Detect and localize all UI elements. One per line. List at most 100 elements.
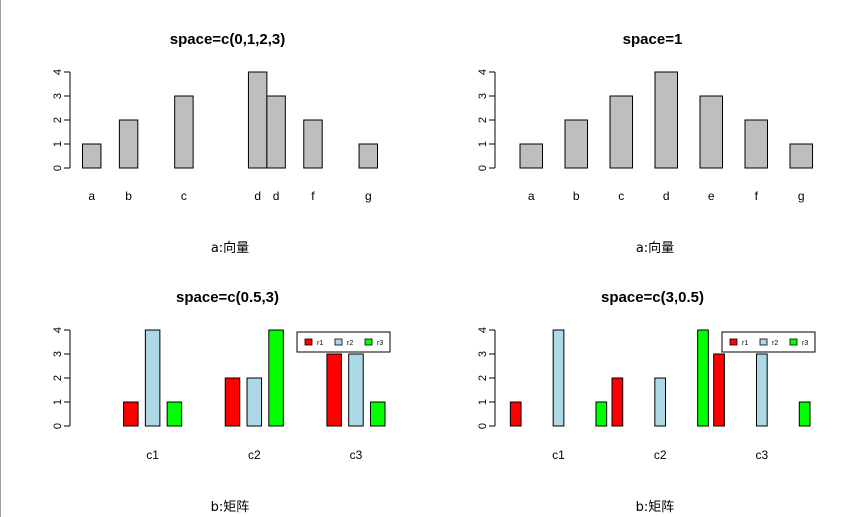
y-tick-label: 1 — [477, 399, 489, 405]
x-category-label: g — [798, 189, 805, 203]
x-category-label: b — [125, 189, 132, 203]
x-category-label: g — [365, 189, 372, 203]
y-tick-label: 2 — [52, 375, 64, 381]
x-category-label: c3 — [350, 448, 363, 462]
panel-caption: b:矩阵 — [211, 500, 250, 515]
bar-r1-c2 — [224, 377, 241, 427]
y-tick-label: 1 — [52, 399, 64, 405]
legend-box — [721, 331, 816, 353]
window-left-border — [0, 0, 1, 517]
bar-r1-c3 — [326, 353, 342, 427]
bar-r3-c3 — [369, 401, 386, 427]
bar-r1-c2 — [611, 377, 624, 427]
panel-caption: a:向量 — [636, 240, 674, 256]
bar-a — [82, 143, 102, 169]
chart-title: space=1 — [623, 31, 683, 48]
x-category-label: f — [755, 189, 759, 203]
x-category-label: c1 — [146, 448, 159, 462]
y-tick-label: 2 — [477, 117, 489, 123]
x-category-label: d — [663, 189, 670, 203]
x-category-label: c — [181, 189, 187, 203]
bar-d — [266, 95, 286, 169]
bar-r2-c3 — [755, 353, 768, 427]
bar-c — [609, 95, 633, 169]
panel-caption: a:向量 — [211, 240, 249, 256]
x-category-label: f — [311, 189, 315, 203]
x-category-label: c3 — [755, 448, 768, 462]
x-category-label: a — [528, 189, 535, 203]
bar-d — [654, 71, 678, 169]
y-tick-label: 3 — [477, 351, 489, 357]
x-category-label: b — [573, 189, 580, 203]
x-category-label: d — [273, 189, 280, 203]
y-tick-label: 2 — [477, 375, 489, 381]
x-category-label: d — [254, 189, 261, 203]
legend-swatch-r3 — [789, 338, 798, 346]
y-tick-label: 1 — [52, 141, 64, 147]
y-tick-label: 3 — [52, 351, 64, 357]
y-tick-label: 2 — [52, 117, 64, 123]
x-category-label: c2 — [248, 448, 261, 462]
legend-label-r1: r1 — [317, 340, 323, 347]
legend-label-r3: r3 — [802, 340, 808, 347]
bar-r3-c1 — [595, 401, 608, 427]
bar-e — [699, 95, 723, 169]
bar-r2-c2 — [654, 377, 667, 427]
y-tick-label: 0 — [477, 423, 489, 429]
legend-swatch-r1 — [304, 338, 313, 346]
bar-r3-c2 — [268, 329, 284, 427]
bar-r2-c2 — [246, 377, 263, 427]
bar-c — [174, 95, 194, 169]
bar-r2-c3 — [348, 353, 364, 427]
bar-r3-c3 — [798, 401, 811, 427]
legend-box — [296, 331, 391, 353]
y-tick-label: 1 — [477, 141, 489, 147]
y-tick-label: 3 — [52, 93, 64, 99]
x-category-label: c2 — [654, 448, 667, 462]
y-tick-label: 0 — [477, 165, 489, 171]
x-category-label: c1 — [552, 448, 565, 462]
legend-swatch-r1 — [729, 338, 738, 346]
bar-b — [564, 119, 588, 169]
y-tick-label: 4 — [477, 327, 489, 333]
bar-r1-c1 — [123, 401, 139, 427]
x-category-label: c — [618, 189, 624, 203]
chart-title: space=c(0.5,3) — [176, 289, 279, 306]
y-tick-label: 0 — [52, 423, 64, 429]
chart-panel-4: space=c(3,0.5) 0 1 2 3 4 c1 c2 c3 r1 r2 r3 b:矩阵 — [477, 289, 816, 515]
bar-r3-c1 — [166, 401, 183, 427]
y-tick-label: 4 — [477, 69, 489, 75]
legend-swatch-r2 — [334, 338, 343, 346]
bar-f — [303, 119, 323, 169]
bar-r2-c1 — [144, 329, 161, 427]
x-category-label: e — [708, 189, 715, 203]
y-tick-label: 3 — [477, 93, 489, 99]
legend-swatch-r3 — [364, 338, 373, 346]
bar-a — [519, 143, 543, 169]
bar-d — [247, 71, 268, 169]
legend-label-r2: r2 — [347, 340, 353, 347]
legend-label-r1: r1 — [742, 340, 748, 347]
bar-g — [358, 143, 378, 169]
y-tick-label: 4 — [52, 327, 64, 333]
bar-r1-c1 — [509, 401, 522, 427]
bar-r1-c3 — [713, 353, 725, 427]
chart-panel-2: space=1 0 1 2 3 4 a b c d e f g a:向量 — [477, 31, 813, 256]
chart-title: space=c(0,1,2,3) — [170, 31, 286, 48]
bar-g — [789, 143, 813, 169]
chart-panel-3: space=c(0.5,3) 0 1 2 3 4 c1 c2 c3 r1 r2 r3 b:矩阵 — [52, 289, 391, 515]
bar-b — [118, 119, 139, 169]
chart-panel-1: space=c(0,1,2,3) 0 1 2 3 4 a b c d d f g a:向量 — [52, 31, 378, 256]
panel-caption: b:矩阵 — [636, 500, 675, 515]
bar-r2-c1 — [552, 329, 565, 427]
legend-label-r2: r2 — [772, 340, 778, 347]
y-tick-label: 4 — [52, 69, 64, 75]
x-category-label: a — [88, 189, 95, 203]
y-tick-label: 0 — [52, 165, 64, 171]
legend-swatch-r2 — [759, 338, 768, 346]
legend-label-r3: r3 — [377, 340, 383, 347]
bar-f — [744, 119, 768, 169]
bar-r3-c2 — [697, 329, 709, 427]
chart-title: space=c(3,0.5) — [601, 289, 704, 306]
